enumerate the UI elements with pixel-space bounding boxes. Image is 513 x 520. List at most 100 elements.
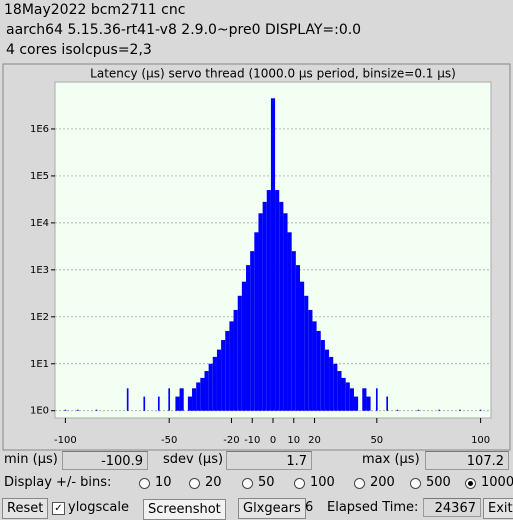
histogram-bar bbox=[233, 309, 238, 411]
bin-option-label: 200 bbox=[370, 475, 395, 490]
histogram-bar bbox=[291, 251, 296, 411]
histogram-bar bbox=[77, 409, 79, 411]
x-tick-label: 100 bbox=[471, 435, 490, 446]
histogram-bar bbox=[341, 377, 346, 411]
histogram-bar bbox=[304, 295, 309, 411]
y-tick-label: 1E1 bbox=[30, 359, 49, 370]
bin-radio[interactable] bbox=[354, 478, 365, 489]
histogram-bar bbox=[287, 232, 292, 411]
header-line: 4 cores isolcpus=2,3 bbox=[6, 42, 152, 58]
glxgears-count: 6 bbox=[305, 500, 314, 515]
histogram-bar bbox=[262, 201, 267, 411]
min-label: min (µs) bbox=[4, 452, 58, 467]
bin-radio[interactable] bbox=[242, 478, 253, 489]
y-tick-label: 1E0 bbox=[30, 406, 49, 417]
histogram-bar bbox=[221, 340, 226, 411]
histogram-bar bbox=[329, 356, 334, 411]
histogram-bar bbox=[157, 396, 160, 411]
histogram-bar bbox=[143, 396, 146, 411]
histogram-bar bbox=[200, 377, 205, 411]
histogram-bar bbox=[192, 388, 197, 411]
histogram-bar bbox=[337, 371, 342, 411]
histogram-bar bbox=[375, 388, 378, 411]
histogram-bar bbox=[283, 213, 288, 411]
histogram-bar bbox=[216, 349, 222, 411]
x-tick-label: -50 bbox=[161, 435, 177, 446]
histogram-bar bbox=[438, 409, 440, 411]
y-tick-label: 1E3 bbox=[30, 265, 49, 276]
elapsed-label: Elapsed Time: bbox=[327, 500, 419, 515]
bin-radio[interactable] bbox=[410, 478, 421, 489]
histogram-bar bbox=[345, 382, 350, 411]
x-tick-label: -100 bbox=[54, 435, 77, 446]
min-field: -100.9 bbox=[62, 451, 148, 470]
max-field: 107.2 bbox=[425, 451, 509, 470]
histogram-bar bbox=[270, 98, 276, 411]
x-tick-label: 10 bbox=[287, 435, 300, 446]
histogram-bar bbox=[229, 321, 234, 411]
histogram-bar bbox=[196, 382, 201, 411]
histogram-bar bbox=[320, 340, 325, 411]
histogram-bar bbox=[250, 251, 255, 411]
histogram-bar bbox=[179, 388, 184, 411]
elapsed-field: 24367 bbox=[423, 498, 481, 517]
ylogscale-label: ylogscale bbox=[68, 500, 130, 515]
bin-radio[interactable] bbox=[139, 478, 150, 489]
glxgears-button[interactable]: Glxgears bbox=[238, 498, 306, 519]
histogram-bar bbox=[241, 281, 247, 411]
histogram-bar bbox=[333, 363, 338, 411]
bin-radio[interactable] bbox=[189, 478, 200, 489]
histogram-bar bbox=[299, 281, 305, 411]
sdev-label: sdev (µs) bbox=[163, 452, 224, 467]
histogram-bar bbox=[175, 396, 180, 411]
bin-option-label: 500 bbox=[426, 475, 451, 490]
histogram-bar bbox=[366, 396, 371, 411]
screenshot-button[interactable]: Screenshot bbox=[143, 499, 226, 520]
bin-option-label: 20 bbox=[205, 475, 222, 490]
x-tick-label: -10 bbox=[244, 435, 260, 446]
histogram-bar bbox=[308, 309, 313, 411]
histogram-bar bbox=[353, 396, 359, 411]
histogram-bar bbox=[126, 388, 129, 411]
histogram-bar bbox=[295, 265, 300, 411]
histogram-bar bbox=[246, 265, 251, 411]
bin-option-label: 10 bbox=[155, 475, 172, 490]
histogram-bar bbox=[316, 330, 321, 411]
histogram-bar bbox=[208, 363, 213, 411]
histogram-bar bbox=[275, 190, 280, 411]
histogram-bar bbox=[258, 213, 263, 411]
histogram-bar bbox=[237, 295, 242, 411]
histogram-bar bbox=[187, 396, 193, 411]
max-label: max (µs) bbox=[362, 452, 420, 467]
reset-button[interactable]: Reset bbox=[2, 498, 49, 519]
bins-label: Display +/- bins: bbox=[4, 475, 112, 490]
bin-radio[interactable] bbox=[294, 478, 305, 489]
exit-button[interactable]: Exit bbox=[483, 498, 513, 519]
histogram-bar bbox=[417, 409, 420, 411]
histogram-bar bbox=[168, 388, 171, 411]
y-tick-label: 1E4 bbox=[30, 218, 49, 229]
x-tick-label: 0 bbox=[270, 435, 276, 446]
histogram-bar bbox=[396, 409, 399, 411]
y-tick-label: 1E6 bbox=[30, 124, 49, 135]
histogram-bar bbox=[349, 388, 354, 411]
ylogscale-checkbox[interactable]: ✓ bbox=[52, 502, 65, 515]
histogram-bar bbox=[479, 409, 482, 411]
radio-dot bbox=[468, 481, 473, 486]
bin-option-label: 100 bbox=[310, 475, 335, 490]
histogram-bar bbox=[459, 409, 461, 411]
x-tick-label: 50 bbox=[370, 435, 383, 446]
histogram-bar bbox=[362, 388, 367, 411]
chart-title: Latency (µs) servo thread (1000.0 µs per… bbox=[90, 67, 456, 81]
bin-radio[interactable] bbox=[465, 478, 476, 489]
header-line: 18May2022 bcm2711 cnc bbox=[4, 2, 186, 18]
histogram-bar bbox=[266, 190, 271, 411]
x-tick-label: -20 bbox=[223, 435, 239, 446]
y-tick-label: 1E5 bbox=[30, 171, 49, 182]
histogram-bar bbox=[386, 396, 389, 411]
histogram-bar bbox=[95, 409, 98, 411]
x-tick-label: 20 bbox=[308, 435, 321, 446]
histogram-bar bbox=[254, 232, 259, 411]
chart: Latency (µs) servo thread (1000.0 µs per… bbox=[2, 63, 511, 451]
